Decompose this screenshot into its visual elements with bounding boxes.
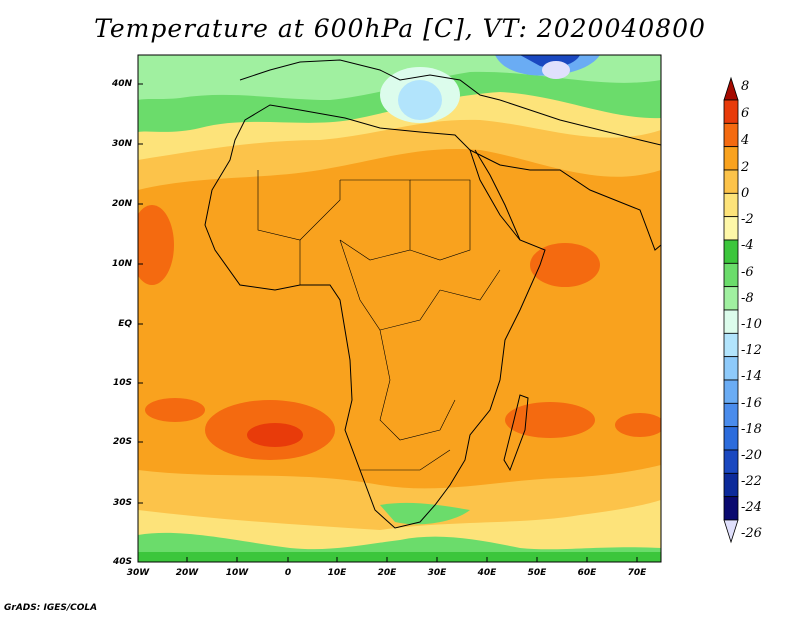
colorbar-label: -10 — [741, 317, 762, 332]
colorbar-swatch — [723, 169, 739, 194]
red-sea-coast — [474, 149, 521, 241]
lon-label-10w: 10W — [225, 568, 249, 578]
lat-label-30n: 30N — [111, 139, 132, 149]
colorbar-label: 8 — [741, 79, 750, 94]
field-warm-arabiansea — [530, 243, 600, 287]
colorbar-label: -22 — [741, 474, 762, 489]
axis-ticks — [138, 83, 638, 562]
lat-label-10n: 10N — [111, 259, 132, 269]
lon-label-0: 0 — [284, 568, 292, 578]
colorbar-label: -26 — [741, 526, 762, 541]
colorbar-swatch — [723, 449, 739, 474]
colorbar-label: 2 — [741, 160, 750, 175]
africa-coastline — [204, 104, 546, 529]
asia-coastline — [499, 99, 661, 146]
field-warm-west — [138, 205, 174, 285]
lon-label-10e: 10E — [327, 568, 347, 578]
colorbar-swatch — [723, 356, 739, 381]
field-warm-atlantic2 — [145, 398, 205, 422]
colorbar-swatch — [723, 239, 739, 264]
lat-label-eq: EQ — [118, 319, 132, 329]
lon-label-60e: 60E — [577, 568, 597, 578]
lat-label-10s: 10S — [112, 378, 132, 388]
lat-label-40n: 40N — [111, 79, 132, 89]
colorbar-swatch — [723, 99, 739, 124]
lat-label-40s: 40S — [112, 557, 132, 567]
border-south-central — [379, 329, 456, 441]
lat-label-30s: 30S — [112, 498, 132, 508]
field-hot-southatlantic — [247, 423, 303, 447]
field-cold-core — [398, 80, 442, 120]
colorbar — [723, 76, 739, 544]
lon-label-40e: 40E — [477, 568, 497, 578]
colorbar-swatch — [723, 309, 739, 334]
lon-label-70e: 70E — [627, 568, 647, 578]
arabia-coastline — [469, 149, 661, 251]
colorbar-label: 0 — [741, 186, 750, 201]
colorbar-swatch — [723, 122, 739, 148]
coastlines — [204, 59, 661, 529]
lon-label-30w: 30W — [126, 568, 150, 578]
credit-text: GrADS: IGES/COLA — [4, 603, 98, 613]
field-warm-indian — [505, 402, 595, 438]
madagascar-outline — [503, 394, 529, 472]
colorbar-label: -6 — [741, 265, 754, 280]
lat-label-20n: 20N — [111, 199, 132, 209]
colorbar-label: -2 — [741, 212, 754, 227]
plot-frame — [137, 54, 662, 563]
colorbar-swatch — [723, 192, 739, 218]
colorbar-bottom-arrow — [723, 519, 739, 544]
colorbar-label: 4 — [741, 133, 750, 148]
colorbar-label: -14 — [741, 369, 762, 384]
field-cold-spot — [542, 61, 570, 79]
lat-label-20s: 20S — [112, 437, 132, 447]
colorbar-label: -18 — [741, 422, 762, 437]
colorbar-swatch — [723, 379, 739, 404]
colorbar-label: -16 — [741, 396, 762, 411]
colorbar-swatch — [723, 472, 739, 498]
colorbar-swatch — [723, 146, 739, 171]
colorbar-top-arrow — [723, 76, 739, 101]
colorbar-swatch — [723, 332, 739, 358]
lon-label-20e: 20E — [377, 568, 397, 578]
border-egypt-sudan — [409, 179, 471, 261]
country-borders — [257, 170, 501, 471]
border-southern — [360, 449, 451, 471]
colorbar-swatch — [723, 262, 739, 288]
colorbar-swatch — [723, 496, 739, 521]
colorbar-label: -24 — [741, 500, 762, 515]
colorbar-swatch — [723, 216, 739, 241]
lon-label-30e: 30E — [427, 568, 447, 578]
field-warm-indian-east — [615, 413, 661, 437]
colorbar-label: 6 — [741, 106, 750, 121]
lon-label-50e: 50E — [527, 568, 547, 578]
colorbar-label: -12 — [741, 343, 762, 358]
temperature-field — [138, 55, 661, 562]
field-south-green-cape — [380, 502, 470, 525]
map-title: Temperature at 600hPa [C], VT: 202004080… — [94, 14, 706, 43]
colorbar-swatch — [723, 402, 739, 428]
colorbar-label: -20 — [741, 448, 762, 463]
europe-coastline — [239, 59, 501, 101]
colorbar-label: -8 — [741, 291, 754, 306]
border-east — [439, 269, 501, 301]
colorbar-label: -4 — [741, 238, 754, 253]
field-south-darkgreen — [138, 552, 661, 562]
lon-label-20w: 20W — [175, 568, 199, 578]
colorbar-swatch — [723, 426, 739, 451]
colorbar-swatch — [723, 286, 739, 311]
